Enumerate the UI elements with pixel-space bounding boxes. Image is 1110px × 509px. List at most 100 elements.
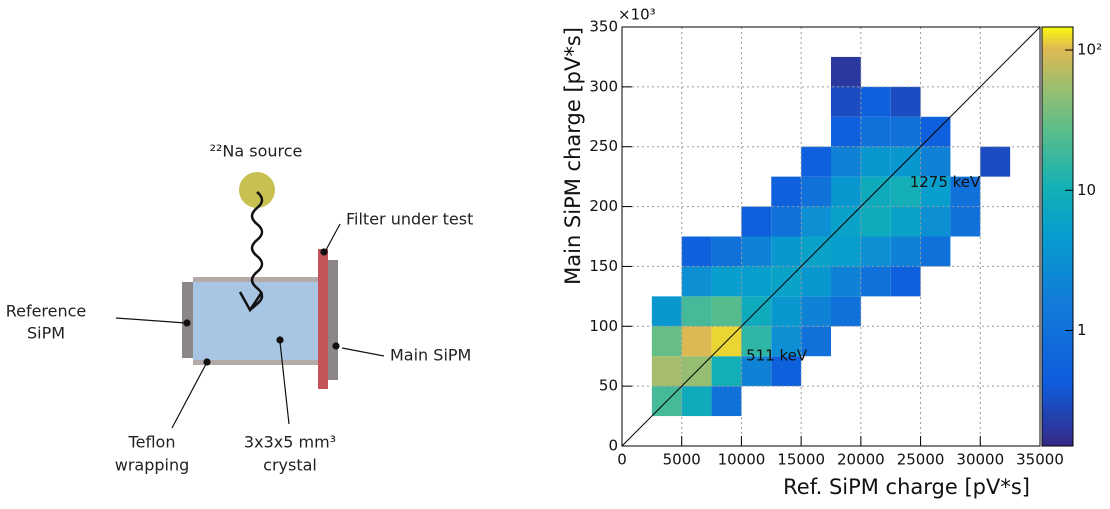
cell (711, 266, 742, 297)
crystal (193, 278, 320, 364)
colorbar-step (1042, 72, 1073, 77)
colorbar-step (1042, 205, 1073, 210)
colorbar-step (1042, 159, 1073, 164)
colorbar-step (1042, 299, 1073, 304)
leaders (115, 223, 385, 429)
colorbar-step (1042, 432, 1073, 437)
colorbar-step (1042, 177, 1073, 182)
x-tick-label: 30000 (956, 451, 1004, 469)
colorbar-step (1042, 222, 1073, 227)
gamma-arrow (249, 191, 264, 311)
colorbar-step (1042, 93, 1073, 98)
colorbar-step (1042, 194, 1073, 199)
x-tick-label: 0 (617, 451, 627, 469)
colorbar-step (1042, 239, 1073, 244)
colorbar-step (1042, 110, 1073, 115)
x-tick-label: 15000 (777, 451, 825, 469)
colorbar-step (1042, 149, 1073, 154)
colorbar-step (1042, 250, 1073, 255)
colorbar-step (1042, 439, 1073, 444)
colorbar-step (1042, 229, 1073, 234)
colorbar-step (1042, 47, 1073, 52)
cell (980, 146, 1011, 177)
colorbar-step (1042, 103, 1073, 108)
colorbar-step (1042, 58, 1073, 63)
crystal-label: 3x3x5 mm³ (244, 433, 336, 452)
cell (651, 356, 682, 387)
colorbar-step (1042, 264, 1073, 269)
x-tick-label: 35000 (1016, 451, 1064, 469)
cell (681, 296, 712, 327)
colorbar-step (1042, 145, 1073, 150)
cell (860, 116, 891, 147)
colorbar-step (1042, 334, 1073, 339)
x-tick-label: 5000 (663, 451, 701, 469)
colorbar-step (1042, 100, 1073, 105)
cell (890, 236, 921, 267)
y-tick-label: 150 (589, 257, 618, 275)
colorbar-step (1042, 198, 1073, 203)
colorbar-step (1042, 226, 1073, 231)
colorbar-step (1042, 358, 1073, 363)
colorbar-step (1042, 89, 1073, 94)
cell (831, 176, 861, 207)
colorbar-step (1042, 271, 1073, 276)
cell (681, 386, 712, 417)
frame (621, 26, 1041, 447)
colorbar-step (1042, 170, 1073, 175)
annotation: 511 keV (746, 347, 808, 365)
cell (831, 86, 861, 117)
colorbar-step (1042, 40, 1073, 45)
colorbar-step (1042, 173, 1073, 178)
colorbar-step (1042, 124, 1073, 129)
colorbar-step (1042, 369, 1073, 374)
colorbar-step (1042, 316, 1073, 321)
arrow-head (238, 291, 264, 313)
cell (771, 356, 802, 387)
x-axis-label: Ref. SiPM charge [pV*s] (783, 475, 1030, 499)
colorbar-step (1042, 79, 1073, 84)
cell (950, 206, 981, 237)
colorbar-step (1042, 260, 1073, 265)
colorbar-step (1042, 407, 1073, 412)
colorbar-step (1042, 61, 1073, 66)
colorbar-step (1042, 421, 1073, 426)
colorbar-step (1042, 51, 1073, 56)
cell (801, 326, 831, 357)
cell (831, 266, 861, 297)
cell (831, 56, 861, 87)
colorbar-step (1042, 107, 1073, 112)
colorbar-step (1042, 281, 1073, 286)
colorbar-step (1042, 30, 1073, 35)
colorbar-step (1042, 278, 1073, 283)
cell (771, 326, 802, 357)
cell (860, 236, 891, 267)
colorbar-step (1042, 131, 1073, 136)
colorbar-step (1042, 341, 1073, 346)
colorbar-step (1042, 163, 1073, 168)
colorbar-step (1042, 152, 1073, 157)
cell (681, 326, 712, 357)
cell (711, 356, 742, 387)
x-tick-label: 10000 (718, 451, 766, 469)
cell (711, 236, 742, 267)
colorbar-step (1042, 400, 1073, 405)
cell (681, 266, 712, 297)
colorbar-step (1042, 184, 1073, 189)
colorbar-label: 1 (1077, 321, 1087, 339)
colorbar-step (1042, 288, 1073, 293)
colorbar-step (1042, 180, 1073, 185)
colorbar-step (1042, 37, 1073, 42)
cell (860, 146, 891, 177)
cell (890, 116, 921, 147)
cell (831, 236, 861, 267)
colorbar-step (1042, 142, 1073, 147)
y-tick-label: 50 (599, 377, 618, 395)
cell (860, 266, 891, 297)
colorbar-step (1042, 114, 1073, 119)
colorbar-step (1042, 135, 1073, 140)
cell (771, 236, 802, 267)
colorbar-step (1042, 253, 1073, 258)
diagonal (621, 26, 1041, 447)
colorbar-step (1042, 383, 1073, 388)
